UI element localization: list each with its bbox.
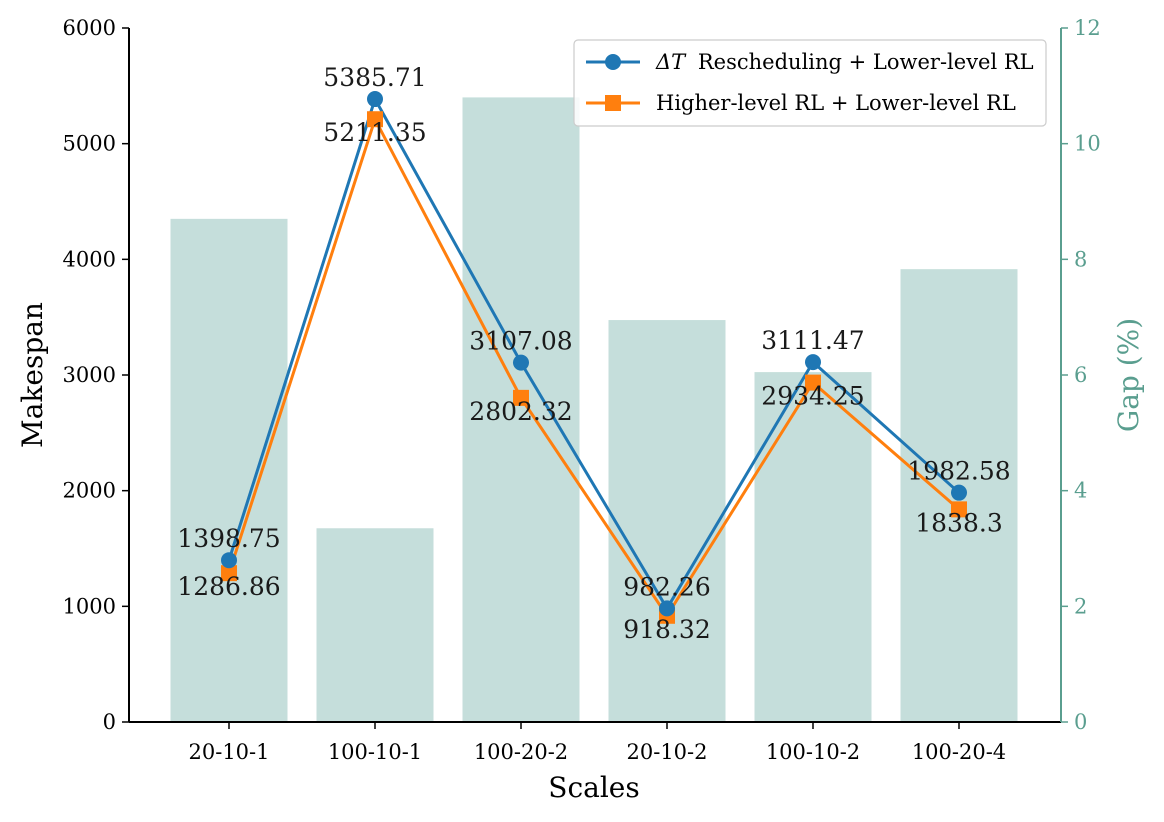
series-2-data-label: 918.32 (623, 615, 710, 644)
legend-marker-series-2 (605, 95, 621, 111)
gap-bar-100-20-2 (462, 97, 580, 722)
legend-label-series-1: Rescheduling + Lower-level RL (698, 50, 1034, 74)
x-tick-label: 100-10-1 (328, 740, 422, 764)
axes: 0 1000 2000 3000 4000 5000 6000 0 2 4 6 8 10 12 20-10-… (63, 16, 1101, 764)
series-2-data-label: 1838.3 (915, 508, 1002, 537)
y-left-tick-label: 4000 (63, 247, 116, 271)
gap-bar-20-10-2 (608, 320, 726, 722)
legend-box (573, 39, 1047, 127)
series-1-point (513, 354, 529, 371)
legend-label-series-2: Higher-level RL + Lower-level RL (656, 91, 1016, 115)
x-tick-label: 100-20-2 (474, 740, 568, 764)
series-1-point (221, 552, 237, 569)
gap-bar-20-10-1 (170, 218, 288, 722)
x-tick-label: 100-20-4 (912, 740, 1006, 764)
legend: ΔT Rescheduling + Lower-level RL Higher-… (573, 39, 1047, 127)
series-line-1 (227, 95, 960, 612)
series-1-data-label: 5385.71 (323, 63, 426, 92)
series-2-data-label: 2802.32 (469, 397, 572, 426)
y-left-tick-label: 5000 (63, 132, 116, 156)
series-1-point (951, 484, 967, 501)
y-axis-right-title: Gap (%) (1112, 318, 1145, 432)
makespan-lines (221, 91, 967, 624)
legend-entry-series-2: Higher-level RL + Lower-level RL (586, 91, 1016, 115)
series-1-data-label: 982.26 (623, 572, 710, 601)
y-right-tick-label: 4 (1074, 479, 1087, 503)
data-labels: 1398.75 5385.71 3107.08 982.26 3111.47 1982.5… (177, 63, 1010, 644)
gap-bar-100-10-2 (754, 372, 872, 722)
series-2-data-label: 5211.35 (323, 118, 426, 147)
x-tick-label: 20-10-2 (627, 740, 708, 764)
legend-entry-series-1: ΔT Rescheduling + Lower-level RL (586, 50, 1034, 74)
y-right-tick-label: 10 (1074, 132, 1101, 156)
series-1-data-label: 3111.47 (761, 326, 864, 355)
x-tick-label: 100-10-2 (766, 740, 860, 764)
series-1-point (659, 600, 675, 617)
y-left-tick-label: 0 (103, 710, 116, 734)
y-right-tick-label: 8 (1074, 247, 1087, 271)
series-2-point (951, 501, 967, 518)
series-2-data-label: 1286.86 (177, 572, 280, 601)
series-2-point (367, 111, 383, 128)
series-1-point (367, 91, 383, 108)
x-axis-title: Scales (548, 771, 639, 804)
series-1-data-label: 1398.75 (177, 524, 280, 553)
legend-marker-series-1 (605, 54, 621, 70)
series-1-data-label: 3107.08 (469, 327, 572, 356)
series-1-point (805, 354, 821, 371)
y-right-tick-label: 12 (1074, 16, 1101, 40)
y-right-tick-label: 6 (1074, 363, 1087, 387)
series-2-data-label: 2934.25 (761, 382, 864, 411)
series-2-point (221, 565, 237, 582)
y-axis-left-title: Makespan (16, 302, 49, 448)
y-left-tick-label: 3000 (63, 363, 116, 387)
y-right-tick-label: 2 (1074, 594, 1087, 618)
series-line-2 (227, 115, 960, 619)
x-tick-label: 20-10-1 (189, 740, 270, 764)
svg-text:ΔT Rescheduling + Lowe: ΔT Rescheduling + Lower-level RL (655, 50, 1034, 74)
gap-bars (170, 97, 1018, 722)
y-left-tick-label: 6000 (63, 16, 116, 40)
y-left-tick-label: 2000 (63, 479, 116, 503)
series-2-point (513, 389, 529, 406)
series-1-data-label: 1982.58 (907, 457, 1010, 486)
legend-prefix-series-1: ΔT (655, 50, 687, 74)
series-2-point (805, 374, 821, 391)
y-left-tick-label: 1000 (63, 594, 116, 618)
gap-bar-100-10-1 (316, 528, 434, 722)
y-right-tick-label: 0 (1074, 710, 1087, 734)
